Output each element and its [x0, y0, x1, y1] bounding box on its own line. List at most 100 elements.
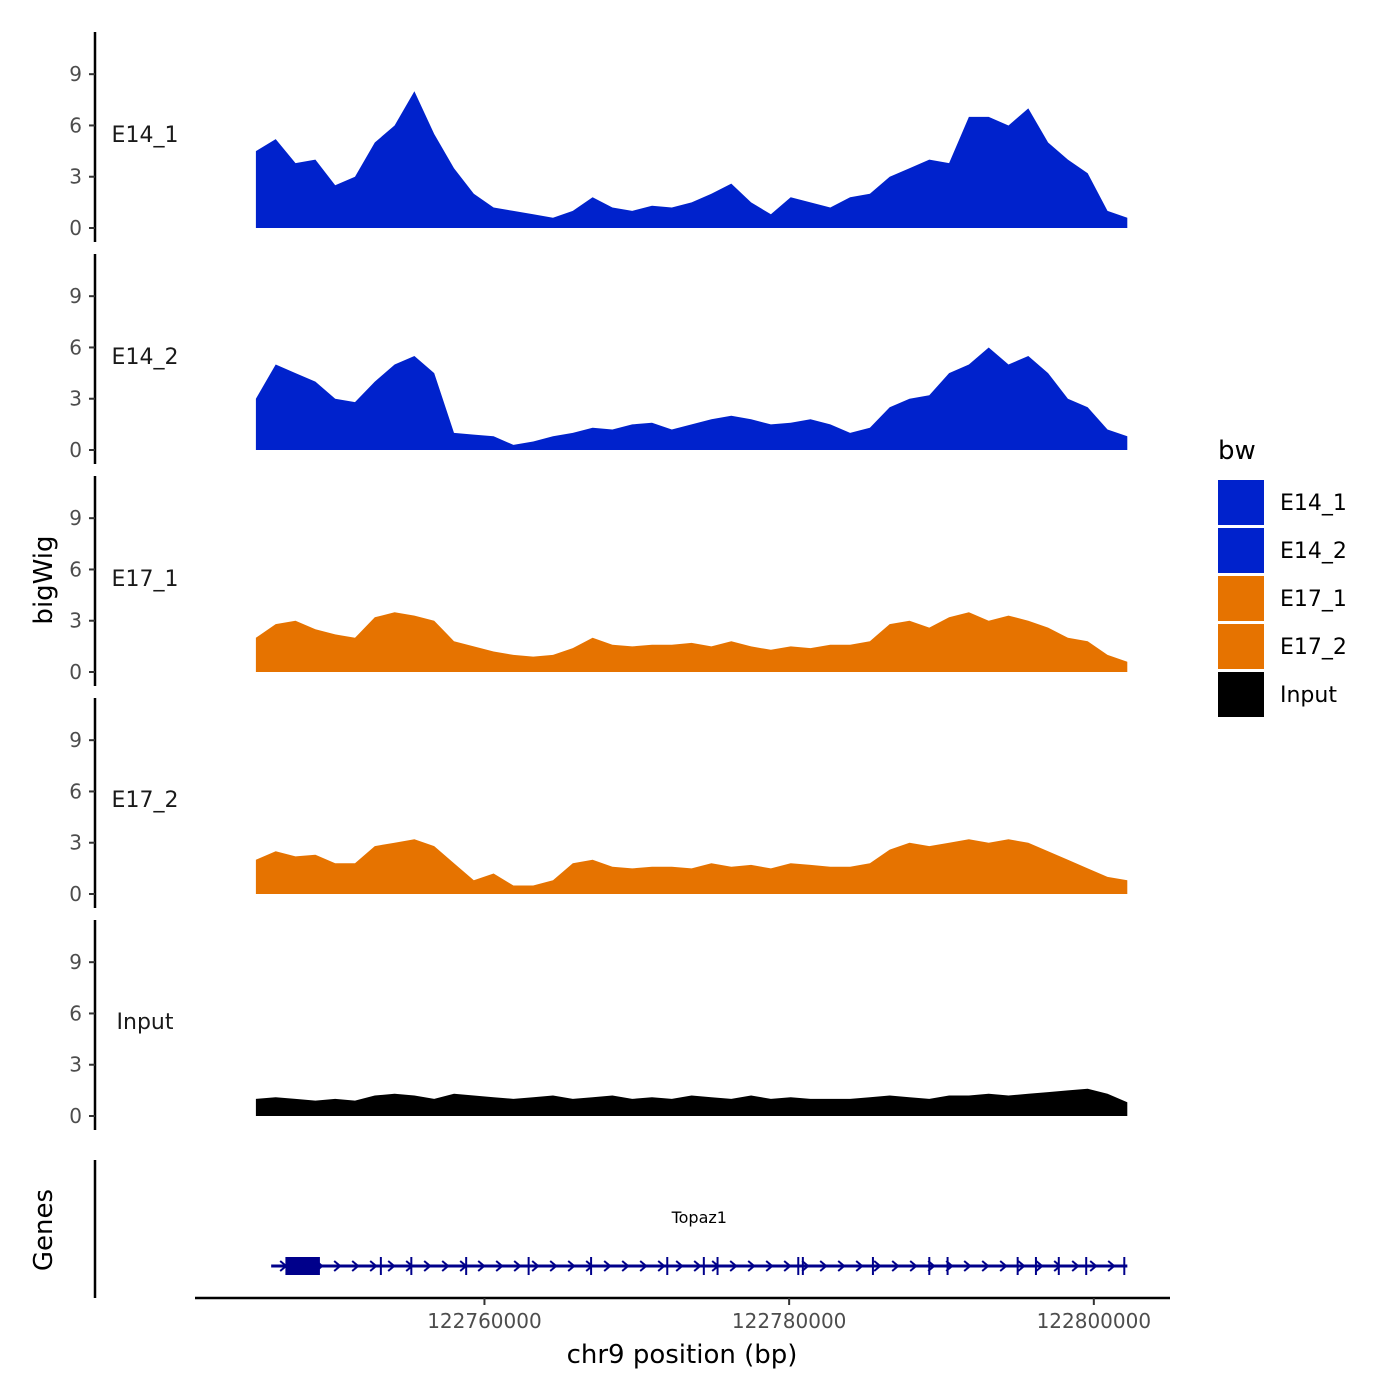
panel-label-E14_1: E14_1	[112, 123, 179, 148]
strand-arrow-icon	[765, 1260, 774, 1272]
x-tick-label: 122800000	[1037, 1309, 1152, 1333]
coverage-area-E17_1	[255, 612, 1128, 672]
legend-title: bw	[1218, 436, 1256, 466]
y-tick-label: 3	[69, 387, 82, 411]
legend-swatch-E14_2	[1218, 528, 1264, 573]
strand-arrow-icon	[639, 1260, 648, 1272]
legend-label-E17_1: E17_1	[1280, 587, 1347, 612]
y-tick-label: 6	[69, 557, 82, 581]
strand-arrow-icon	[621, 1260, 630, 1272]
strand-arrow-icon	[855, 1260, 864, 1272]
y-tick-label: 9	[69, 728, 82, 752]
strand-arrow-icon	[423, 1260, 432, 1272]
strand-arrow-icon	[1071, 1260, 1080, 1272]
y-tick-label: 0	[69, 1104, 82, 1128]
coverage-area-Input	[255, 1088, 1128, 1116]
y-tick-label: 9	[69, 62, 82, 86]
panel-label-Input: Input	[117, 1010, 174, 1035]
y-tick-label: 3	[69, 609, 82, 633]
strand-arrow-icon	[909, 1260, 918, 1272]
y-tick-label: 3	[69, 165, 82, 189]
strand-arrow-icon	[441, 1260, 450, 1272]
y-tick-label: 0	[69, 216, 82, 240]
strand-arrow-icon	[387, 1260, 396, 1272]
x-axis-title: chr9 position (bp)	[567, 1340, 798, 1370]
strand-arrow-icon	[963, 1260, 972, 1272]
y-tick-label: 9	[69, 950, 82, 974]
y-tick-label: 6	[69, 1001, 82, 1025]
genes-axis-title: Genes	[29, 1189, 59, 1271]
genes-track: Topaz1	[93, 1160, 1128, 1298]
strand-arrow-icon	[1035, 1260, 1044, 1272]
strand-arrow-icon	[747, 1260, 756, 1272]
legend-label-E14_1: E14_1	[1280, 491, 1347, 516]
y-tick-label: 6	[69, 113, 82, 137]
strand-arrow-icon	[891, 1260, 900, 1272]
legend-swatch-E14_1	[1218, 480, 1264, 525]
strand-arrow-icon	[513, 1260, 522, 1272]
y-tick-label: 9	[69, 506, 82, 530]
strand-arrow-icon	[927, 1260, 936, 1272]
x-tick-label: 122780000	[732, 1309, 847, 1333]
strand-arrow-icon	[1107, 1260, 1116, 1272]
coverage-area-E14_1	[255, 91, 1128, 228]
panel-label-E17_2: E17_2	[112, 788, 179, 813]
strand-arrow-icon	[657, 1260, 666, 1272]
legend-label-Input: Input	[1280, 683, 1337, 708]
strand-arrow-icon	[549, 1260, 558, 1272]
strand-arrow-icon	[495, 1260, 504, 1272]
gene-name-label: Topaz1	[671, 1208, 727, 1227]
panel-label-E17_1: E17_1	[112, 567, 179, 592]
strand-arrow-icon	[819, 1260, 828, 1272]
coverage-tracks: 0 3 6 9 E14_1 0 3 6 9 E14_2 0 3 6 9 E17_1 0 3 6 9 E17_2 0 3 6 9…	[69, 32, 1128, 1130]
strand-arrow-icon	[603, 1260, 612, 1272]
strand-arrow-icon	[873, 1260, 882, 1272]
x-axis: 122760000 122780000 122800000	[195, 1296, 1170, 1333]
track-Input: 0 3 6 9 Input	[69, 920, 1128, 1130]
strand-arrow-icon	[711, 1260, 720, 1272]
strand-arrow-icon	[693, 1260, 702, 1272]
y-tick-label: 0	[69, 882, 82, 906]
coverage-area-E14_2	[255, 347, 1128, 450]
strand-arrow-icon	[999, 1260, 1008, 1272]
legend: bw E14_1 E14_2 E17_1 E17_2 Input	[1218, 436, 1347, 717]
legend-swatch-E17_1	[1218, 576, 1264, 621]
strand-arrow-icon	[837, 1260, 846, 1272]
strand-arrow-icon	[531, 1260, 540, 1272]
y-tick-label: 9	[69, 284, 82, 308]
x-tick-label: 122760000	[427, 1309, 542, 1333]
strand-arrow-icon	[405, 1260, 414, 1272]
strand-arrow-icon	[801, 1260, 810, 1272]
y-tick-label: 0	[69, 660, 82, 684]
strand-arrow-icon	[315, 1260, 324, 1272]
strand-arrow-icon	[675, 1260, 684, 1272]
strand-arrow-icon	[945, 1260, 954, 1272]
strand-arrow-icon	[585, 1260, 594, 1272]
strand-arrow-icon	[1053, 1260, 1062, 1272]
strand-arrow-icon	[297, 1260, 306, 1272]
strand-arrow-icon	[981, 1260, 990, 1272]
track-E14_2: 0 3 6 9 E14_2	[69, 254, 1128, 464]
strand-arrow-icon	[477, 1260, 486, 1272]
legend-swatch-E17_2	[1218, 624, 1264, 669]
y-tick-label: 3	[69, 1053, 82, 1077]
strand-arrow-icon	[783, 1260, 792, 1272]
y-tick-label: 3	[69, 831, 82, 855]
strand-arrow-icon	[1017, 1260, 1026, 1272]
track-E14_1: 0 3 6 9 E14_1	[69, 32, 1128, 242]
y-tick-label: 0	[69, 438, 82, 462]
y-tick-label: 6	[69, 335, 82, 359]
coverage-area-E17_2	[255, 839, 1128, 894]
y-axis-title: bigWig	[29, 535, 59, 624]
strand-arrow-icon	[1089, 1260, 1098, 1272]
strand-arrow-icon	[369, 1260, 378, 1272]
track-E17_1: 0 3 6 9 E17_1	[69, 476, 1128, 686]
strand-arrow-icon	[567, 1260, 576, 1272]
track-E17_2: 0 3 6 9 E17_2	[69, 698, 1128, 908]
y-tick-label: 6	[69, 779, 82, 803]
strand-arrow-icon	[729, 1260, 738, 1272]
strand-arrow-icon	[459, 1260, 468, 1272]
legend-label-E14_2: E14_2	[1280, 539, 1347, 564]
strand-arrow-icon	[279, 1260, 288, 1272]
